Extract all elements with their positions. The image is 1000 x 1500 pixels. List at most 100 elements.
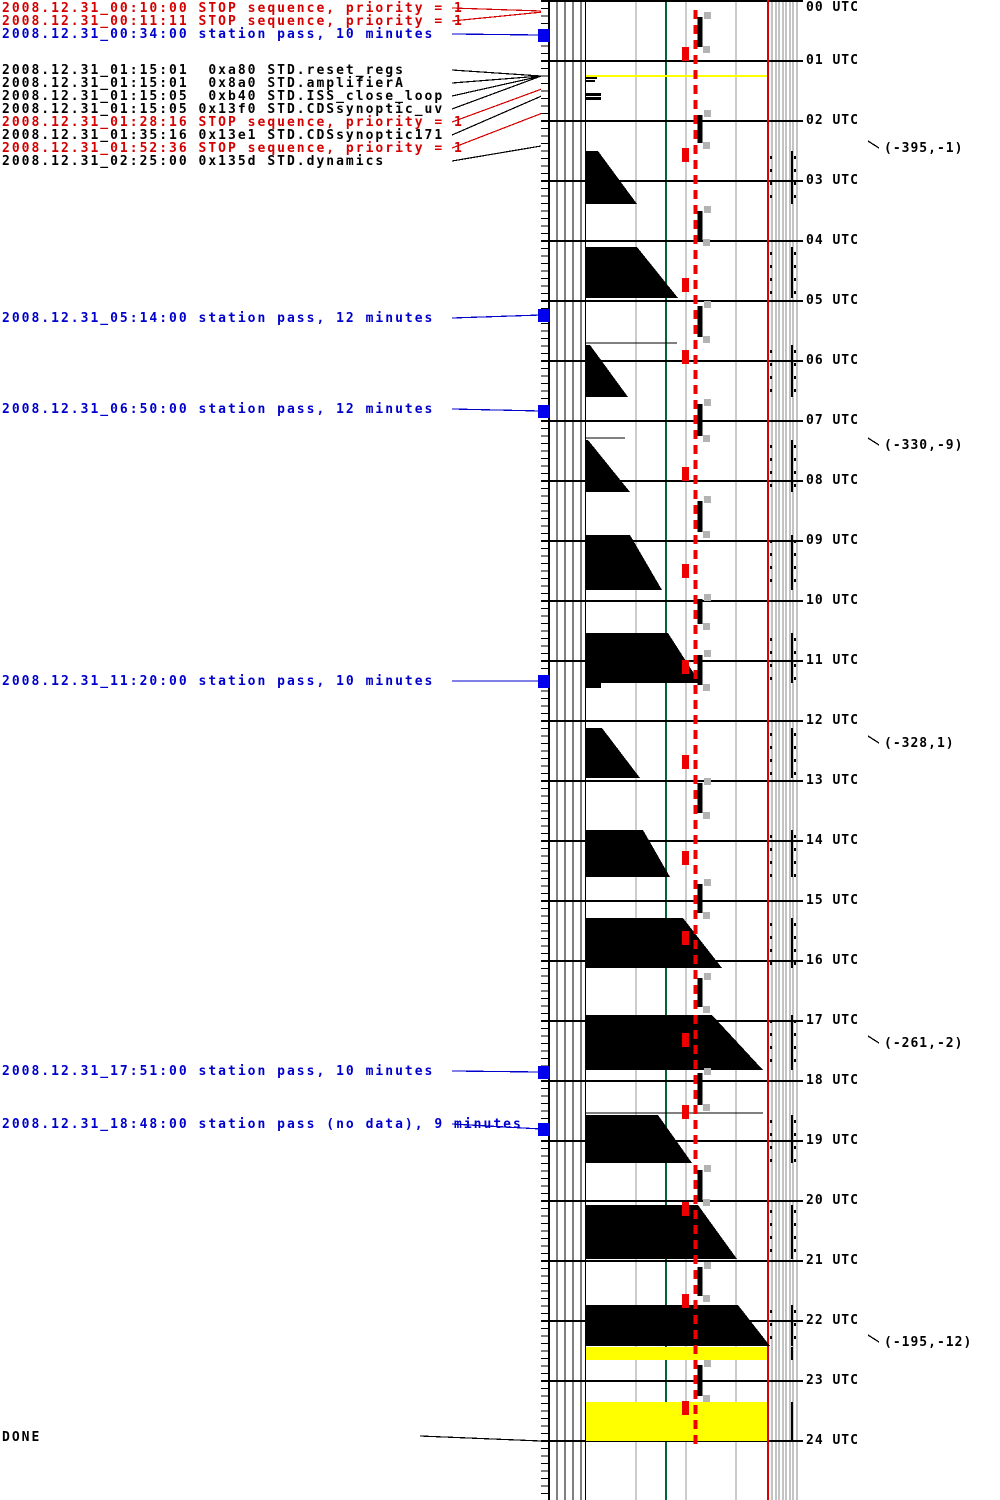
contact-bar (697, 17, 703, 47)
hour-label: 12 UTC (806, 713, 859, 728)
band-dot (794, 566, 796, 569)
red-dash (693, 220, 698, 229)
band-dot (770, 156, 772, 159)
red-dash (693, 355, 698, 364)
red-dash (693, 40, 698, 49)
event-leader-line (451, 113, 542, 149)
band-dot (794, 445, 796, 448)
hour-label: 06 UTC (806, 353, 859, 368)
red-dash (693, 790, 698, 799)
contact-end-square (704, 973, 711, 980)
band-dot (770, 471, 772, 474)
event-leader-line (451, 314, 542, 319)
data-ramp-shape (585, 247, 678, 298)
red-dash (693, 955, 698, 964)
contact-bar (697, 1170, 703, 1200)
band-dot (794, 484, 796, 487)
band-dot (794, 156, 796, 159)
hour-label: 17 UTC (806, 1013, 859, 1028)
pointing-offset-label: (-195,-12) (884, 1335, 973, 1350)
contact-end-square (703, 684, 710, 691)
band-dot (794, 553, 796, 556)
contact-end-square (704, 594, 711, 601)
band-activity-segment (791, 1402, 793, 1441)
small-data-mark (585, 80, 595, 82)
red-dash (693, 925, 698, 934)
contact-end-square (704, 110, 711, 117)
red-dash (693, 715, 698, 724)
band-dot (794, 638, 796, 641)
red-dash (693, 205, 698, 214)
red-dash (693, 1180, 698, 1189)
band-dot (770, 553, 772, 556)
red-dash (693, 985, 698, 994)
hour-label: 07 UTC (806, 413, 859, 428)
contact-bar (697, 1365, 703, 1396)
hour-label: 14 UTC (806, 833, 859, 848)
station-pass-marker (538, 405, 549, 418)
red-dash (693, 940, 698, 949)
band-dot (770, 278, 772, 281)
hour-label: 18 UTC (806, 1073, 859, 1088)
contact-end-square (703, 46, 710, 53)
hour-label: 24 UTC (806, 1433, 859, 1448)
hour-label: 20 UTC (806, 1193, 859, 1208)
band-dot (770, 350, 772, 353)
band-dot (770, 579, 772, 582)
band-dot (794, 1020, 796, 1023)
station-pass-marker (538, 309, 549, 322)
band-dot (794, 949, 796, 952)
band-dot (770, 389, 772, 392)
offset-tick (867, 437, 880, 446)
band-activity-segment (791, 633, 793, 683)
red-dash (693, 10, 698, 19)
data-ramp-shape (585, 918, 722, 968)
contact-end-square (704, 778, 711, 785)
band-dot (770, 458, 772, 461)
data-ramp-shape (585, 728, 640, 778)
band-dot (770, 664, 772, 667)
red-dash (693, 880, 698, 889)
small-data-mark (585, 97, 601, 100)
yellow-fill-block (586, 1402, 769, 1441)
data-ramp-shape (585, 1205, 737, 1259)
band-dot (794, 923, 796, 926)
event-annotation: 2008.12.31_01:15:01 0x8a0 STD.amplifierA (2, 76, 405, 91)
band-activity-segment (791, 151, 793, 204)
red-wide-mark (682, 755, 689, 769)
data-ramp-shape (585, 440, 630, 492)
red-dash (693, 820, 698, 829)
contact-bar (697, 211, 703, 240)
red-dash (693, 280, 698, 289)
red-dash (693, 655, 698, 664)
event-annotation: 2008.12.31_01:15:05 0x13f0 STD.CDSsynopt… (2, 102, 445, 117)
band-activity-segment (791, 1015, 793, 1070)
band-dot (794, 936, 796, 939)
band-dot (770, 746, 772, 749)
red-dash (693, 1255, 698, 1264)
band-dot (794, 651, 796, 654)
band-dot (770, 733, 772, 736)
contact-end-square (704, 206, 711, 213)
station-pass-marker (538, 1123, 549, 1136)
data-ramp-shape (585, 1305, 770, 1346)
red-dash (693, 1285, 698, 1294)
contact-end-square (704, 1262, 711, 1269)
hour-label: 02 UTC (806, 113, 859, 128)
event-annotation: 2008.12.31_05:14:00 station pass, 12 min… (2, 311, 435, 326)
band-dot (794, 874, 796, 877)
hour-label: 16 UTC (806, 953, 859, 968)
hour-label: 00 UTC (806, 0, 859, 15)
event-leader-line (451, 95, 542, 136)
band-activity-segment (791, 830, 793, 877)
offset-tick (867, 1334, 880, 1343)
band-dot (794, 1236, 796, 1239)
red-dash (693, 775, 698, 784)
contact-end-square (704, 399, 711, 406)
hour-label: 21 UTC (806, 1253, 859, 1268)
red-dash (693, 385, 698, 394)
red-dash (693, 1090, 698, 1099)
contact-bar (697, 404, 703, 436)
band-activity-segment (791, 345, 793, 397)
band-dot (770, 1336, 772, 1339)
